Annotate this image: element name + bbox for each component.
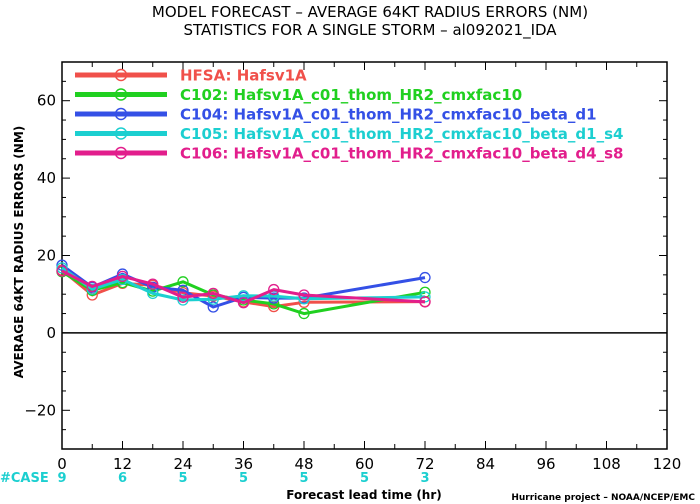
data-point: [419, 271, 431, 284]
legend-label: HFSA: Hafsv1A: [180, 67, 307, 85]
data-point: [56, 265, 68, 277]
legend-marker: [114, 68, 128, 82]
case-count: 9: [57, 471, 66, 486]
data-point: [419, 291, 431, 303]
y-tick-label: 40: [37, 169, 56, 187]
series-c106: [56, 265, 431, 309]
x-tick-label: 12: [113, 455, 132, 473]
data-point: [237, 297, 250, 309]
data-point: [56, 259, 68, 271]
legend-marker: [114, 146, 128, 160]
data-point: [147, 278, 159, 290]
data-point: [177, 276, 189, 288]
series-line: [61, 266, 426, 302]
data-point: [207, 287, 219, 300]
x-tick-label: 108: [592, 455, 621, 473]
data-point: [86, 280, 98, 293]
x-tick-label: 72: [415, 455, 434, 473]
case-count: 5: [239, 471, 248, 486]
legend-marker: [114, 88, 128, 101]
x-tick-label: 0: [57, 455, 67, 473]
data-point: [56, 262, 68, 274]
legend-marker: [114, 127, 128, 140]
x-tick-label: 24: [173, 455, 192, 473]
data-point: [268, 283, 280, 296]
x-tick-label: 84: [476, 455, 495, 473]
data-point: [237, 290, 250, 302]
legend-label: C106: Hafsv1A_c01_thom_HR2_cmxfac10_beta…: [180, 145, 623, 163]
credit-text: Hurricane project – NOAA/NCEP/EMC: [511, 493, 695, 503]
y-tick-label: 60: [37, 92, 56, 110]
case-count-label: #CASE: [0, 471, 49, 486]
x-tick-label: 60: [355, 455, 374, 473]
legend-marker: [114, 107, 128, 121]
x-tick-label: 96: [536, 455, 555, 473]
case-count: 5: [178, 471, 187, 486]
data-point: [177, 294, 189, 306]
y-tick-label: −20: [24, 401, 56, 419]
data-point: [147, 287, 159, 300]
case-count: 5: [360, 471, 369, 486]
legend-label: C102: Hafsv1A_c01_thom_HR2_cmxfac10: [180, 86, 522, 104]
series-line: [61, 269, 426, 305]
legend-label: C104: Hafsv1A_c01_thom_HR2_cmxfac10_beta…: [180, 106, 597, 124]
y-tick-label: 0: [46, 324, 56, 342]
case-count: 3: [420, 471, 429, 486]
data-point: [298, 307, 310, 320]
y-axis-label: AVERAGE 64KT RADIUS ERRORS (NM): [12, 126, 26, 378]
chart-title: MODEL FORECAST – AVERAGE 64KT RADIUS ERR…: [152, 3, 588, 21]
chart-subtitle: STATISTICS FOR A SINGLE STORM – al092021…: [183, 21, 557, 40]
case-count: 6: [118, 471, 127, 486]
data-point: [177, 291, 189, 303]
data-point: [86, 283, 98, 295]
x-tick-label: 120: [653, 455, 682, 473]
case-count: 5: [299, 471, 308, 486]
data-point: [116, 270, 129, 283]
series-line: [61, 270, 426, 316]
legend-label: C105: Hafsv1A_c01_thom_HR2_cmxfac10_beta…: [180, 125, 623, 143]
x-axis-label: Forecast lead time (hr): [286, 488, 442, 502]
data-point: [419, 296, 431, 308]
x-tick-label: 48: [294, 455, 313, 473]
data-point: [207, 301, 219, 313]
data-point: [298, 289, 310, 301]
y-tick-label: 20: [37, 247, 56, 265]
x-tick-label: 36: [234, 455, 253, 473]
